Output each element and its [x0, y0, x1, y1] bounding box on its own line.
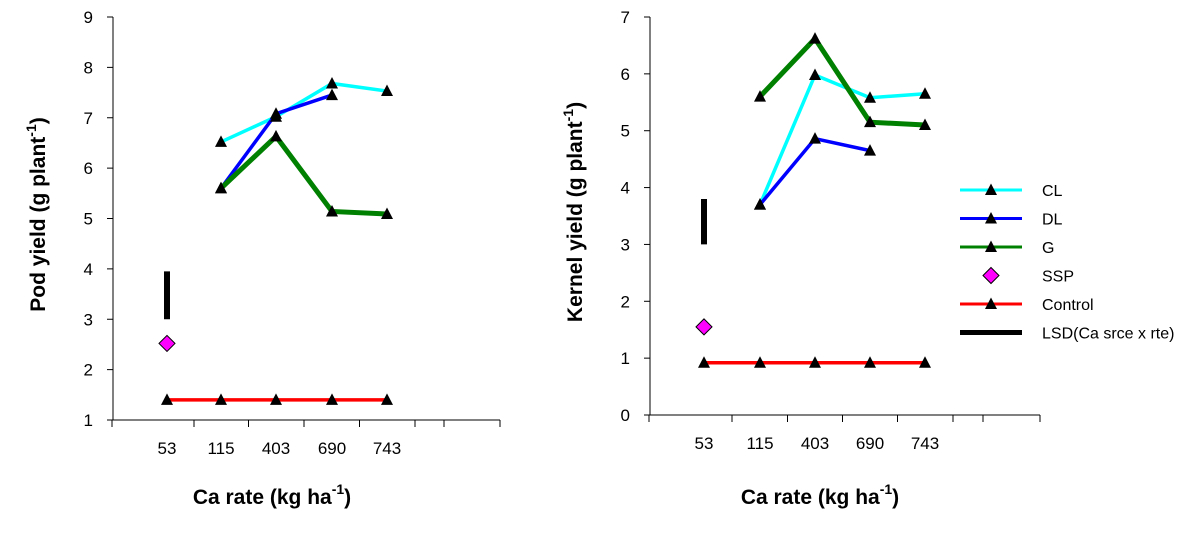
data-point-control [270, 393, 282, 405]
y-tick-label: 3 [621, 235, 630, 254]
data-point-cl [809, 68, 821, 80]
data-point-dl [864, 144, 876, 156]
y-tick-label: 5 [621, 122, 630, 141]
data-point-cl [326, 76, 338, 89]
data-point-control [161, 393, 173, 405]
data-point-ssp [158, 334, 176, 353]
legend-entry: DL [960, 212, 1063, 229]
y-tick-label: 1 [621, 349, 630, 368]
legend-marker [985, 297, 997, 309]
chart-panel-2: 0 1 2 3 4 5 6 7 53 115 403 690 743 Kernel yield (g pl… [560, 8, 1041, 509]
legend: CL DL G SSP Control LSD(Ca srce x rte) [960, 183, 1174, 343]
data-point-control [864, 356, 876, 368]
x-tick-label: 403 [262, 439, 290, 458]
legend-label: SSP [1042, 269, 1074, 286]
data-point-dl [754, 198, 766, 210]
x-tick-label: 53 [158, 439, 177, 458]
series-line-g [758, 34, 926, 128]
y-tick-label: 8 [84, 58, 93, 77]
y-tick-label: 9 [84, 8, 93, 27]
data-point-g [754, 90, 766, 102]
legend-label: CL [1042, 183, 1063, 200]
data-point-cl [215, 135, 227, 147]
y-tick-label: 7 [84, 109, 93, 128]
x-tick-label: 53 [695, 434, 714, 453]
data-point-dl [270, 107, 282, 119]
legend-marker [985, 183, 997, 195]
legend-marker [985, 212, 997, 224]
x-tick-label: 743 [373, 439, 401, 458]
chart-panel-1: 1 2 3 4 5 6 7 8 9 53 115 403 690 743 Pod yield (g plan… [23, 8, 501, 509]
data-point-control [381, 393, 393, 405]
legend-entry: G [960, 240, 1054, 257]
series-line-g [219, 132, 388, 217]
x-tick-label: 403 [801, 434, 829, 453]
y-tick-label: 2 [621, 292, 630, 311]
legend-label: DL [1042, 212, 1063, 229]
data-point-g [215, 181, 227, 194]
x-axis-title: Ca rate (kg ha-1) [741, 481, 899, 509]
data-point-g [864, 115, 876, 128]
data-point-g [919, 118, 931, 131]
data-point-dl [326, 88, 338, 101]
data-point-control [809, 356, 821, 368]
data-point-cl [864, 91, 876, 103]
y-tick-label: 4 [84, 260, 93, 279]
data-point-control [698, 356, 710, 368]
data-point-g [809, 32, 821, 44]
legend-label: G [1042, 240, 1054, 257]
y-tick-label: 6 [84, 159, 93, 178]
legend-label: LSD(Ca srce x rte) [1042, 326, 1174, 343]
legend-entry: Control [960, 297, 1094, 314]
data-point-cl [919, 87, 931, 99]
legend-label: Control [1042, 297, 1094, 314]
data-point-dl [809, 132, 821, 144]
data-point-control [754, 356, 766, 368]
y-tick-label: 1 [84, 411, 93, 430]
x-tick-label: 115 [746, 434, 773, 453]
legend-entry: LSD(Ca srce x rte) [960, 326, 1174, 343]
x-tick-label: 690 [318, 439, 346, 458]
y-axis-title: Pod yield (g plant-1) [23, 117, 50, 311]
legend-entry: SSP [982, 266, 1074, 286]
series-line-dl [758, 136, 871, 206]
x-tick-label: 115 [207, 439, 234, 458]
y-tick-label: 4 [621, 179, 630, 198]
data-point-ssp [695, 318, 713, 336]
legend-marker [982, 266, 1000, 285]
legend-marker [985, 240, 997, 252]
series-line-cl [758, 72, 926, 206]
series-line-cl [220, 81, 388, 144]
x-axis-title: Ca rate (kg ha-1) [193, 481, 351, 509]
x-tick-label: 743 [911, 434, 939, 453]
y-axis-title: Kernel yield (g plant-1) [560, 102, 587, 322]
data-point-control [919, 356, 931, 368]
data-point-g [326, 204, 338, 217]
data-point-g [381, 207, 393, 219]
y-tick-label: 3 [84, 310, 93, 329]
data-point-cl [381, 84, 393, 97]
x-tick-label: 690 [856, 434, 884, 453]
data-point-g [270, 129, 282, 142]
y-tick-label: 5 [84, 210, 93, 229]
legend-entry: CL [960, 183, 1063, 200]
data-point-control [215, 393, 227, 405]
y-tick-label: 6 [621, 65, 630, 84]
y-tick-label: 7 [621, 8, 630, 27]
data-point-control [326, 393, 338, 405]
y-tick-label: 2 [84, 361, 93, 380]
y-tick-label: 0 [621, 406, 630, 425]
